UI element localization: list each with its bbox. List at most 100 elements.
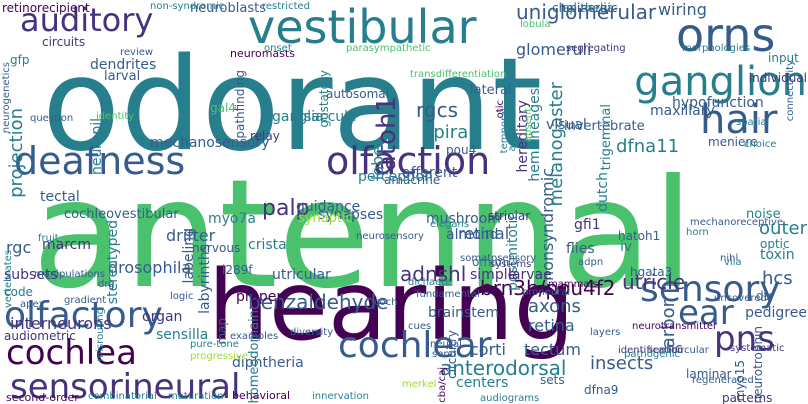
cloud-word: layers bbox=[590, 327, 621, 338]
cloud-word: relay bbox=[250, 129, 280, 143]
cloud-word: combinatorial bbox=[88, 391, 157, 402]
cloud-word: tectum bbox=[524, 340, 581, 359]
cloud-word: misrouting bbox=[95, 308, 106, 362]
cloud-word: antennal bbox=[32, 148, 694, 322]
cloud-word: visual bbox=[546, 117, 587, 133]
cloud-word: cues bbox=[408, 321, 432, 332]
cloud-word: neuropil bbox=[89, 118, 105, 176]
cloud-word: melanogaster bbox=[546, 82, 567, 207]
cloud-word: myo7a bbox=[208, 211, 256, 227]
cloud-word: amacrine bbox=[384, 173, 441, 187]
cloud-word: review bbox=[120, 47, 154, 58]
cloud-word: retinal bbox=[458, 224, 510, 243]
cloud-word: gradient bbox=[64, 295, 107, 306]
cloud-word: cba/caj bbox=[437, 367, 448, 403]
cloud-word: synapses bbox=[318, 207, 384, 223]
cloud-word: subsets bbox=[4, 267, 58, 283]
cloud-word: semicircular bbox=[648, 345, 709, 356]
cloud-word: benzaldehyde bbox=[248, 290, 389, 314]
cloud-word: pathfinding bbox=[233, 70, 247, 139]
cloud-word: cochleovestibular bbox=[64, 207, 179, 222]
cloud-word: flies bbox=[566, 241, 595, 257]
cloud-word: toxin bbox=[760, 247, 795, 263]
cloud-word: larval bbox=[104, 69, 141, 84]
cloud-word: l289f bbox=[222, 263, 253, 277]
cloud-word: choice bbox=[744, 139, 777, 150]
cloud-word: guidance bbox=[296, 199, 361, 215]
cloud-word: dutch bbox=[595, 172, 611, 212]
cloud-word: pou4 bbox=[446, 143, 477, 157]
cloud-word: hypofunction bbox=[672, 95, 764, 111]
cloud-word: noise bbox=[746, 207, 781, 222]
cloud-word: perception bbox=[358, 169, 433, 185]
cloud-word: innervation bbox=[312, 391, 369, 402]
cloud-word: sensorineural bbox=[10, 367, 241, 404]
cloud-word: striolar bbox=[488, 209, 531, 223]
cloud-word: glomeruli bbox=[516, 40, 592, 59]
cloud-word: lobula bbox=[520, 19, 551, 30]
cloud-word: insects bbox=[590, 353, 654, 374]
cloud-word: iv bbox=[620, 239, 633, 255]
cloud-word: auditory bbox=[20, 1, 154, 39]
cloud-word: pure-tone bbox=[190, 339, 239, 350]
cloud-word: pns bbox=[714, 319, 775, 359]
cloud-word: synaptic bbox=[298, 211, 353, 226]
cloud-word: sets bbox=[540, 373, 565, 387]
cloud-word: epithelia bbox=[562, 1, 615, 15]
cloud-word: systematic bbox=[730, 343, 785, 354]
cloud-word: hair bbox=[700, 97, 778, 143]
cloud-word: neural bbox=[430, 339, 462, 350]
cloud-word: examples bbox=[230, 331, 279, 342]
cloud-word: drosophila bbox=[108, 258, 192, 277]
cloud-word: segregating bbox=[566, 43, 626, 54]
cloud-word: onset bbox=[264, 43, 292, 54]
cloud-word: dfna11 bbox=[616, 136, 680, 157]
cloud-word: deafness bbox=[14, 139, 186, 183]
cloud-word: hcs bbox=[762, 268, 793, 289]
cloud-word: regenerated bbox=[692, 375, 754, 386]
cloud-word: code bbox=[4, 285, 33, 299]
cloud-word: saccule bbox=[304, 109, 357, 125]
cloud-word: meniere bbox=[708, 135, 758, 149]
cloud-word: sensory bbox=[640, 269, 781, 310]
cloud-word: neuroblasts bbox=[190, 1, 266, 16]
cloud-word: utricle bbox=[622, 270, 686, 294]
cloud-word: fundamental bbox=[416, 289, 480, 300]
cloud-word: laminar bbox=[686, 367, 732, 381]
cloud-word: individual bbox=[748, 71, 807, 85]
cloud-word: morphologies bbox=[682, 43, 751, 54]
cloud-word: almond bbox=[446, 227, 499, 243]
cloud-word: autosomal bbox=[326, 87, 389, 101]
cloud-word: hgata3 bbox=[630, 265, 673, 279]
cloud-word: audiometric bbox=[4, 329, 76, 343]
cloud-word: ear bbox=[678, 293, 734, 333]
cloud-word: utricular bbox=[272, 267, 331, 283]
cloud-word: neurotransmitter bbox=[632, 321, 718, 332]
cloud-word: brn3b/pou4f2 bbox=[480, 276, 616, 300]
cloud-word: larvae bbox=[508, 267, 552, 283]
cloud-word: adnshl bbox=[400, 262, 467, 286]
cloud-word: gfi1 bbox=[574, 217, 601, 233]
cloud-word: odorant bbox=[42, 31, 543, 180]
cloud-word: rgc bbox=[6, 238, 32, 257]
cloud-word: uncovered bbox=[714, 293, 767, 304]
cloud-word: gal4 bbox=[210, 101, 236, 115]
cloud-word: proper bbox=[236, 289, 283, 305]
cloud-word: mechanoreceptive bbox=[690, 217, 784, 228]
cloud-word: mechanosensory bbox=[150, 135, 270, 151]
cloud-word: simple bbox=[470, 267, 517, 283]
cloud-word: brainstem bbox=[428, 305, 500, 321]
cloud-word: olfactory bbox=[4, 295, 163, 336]
cloud-word: audiograms bbox=[480, 393, 540, 404]
cloud-word: temporal bbox=[499, 108, 510, 154]
cloud-word: somatosensory bbox=[460, 253, 537, 264]
cloud-word: crista bbox=[248, 237, 287, 253]
cloud-word: wiring bbox=[658, 0, 707, 19]
cloud-word: pedigree bbox=[745, 305, 807, 321]
cloud-word: hearing bbox=[208, 250, 575, 362]
cloud-word: optic bbox=[760, 237, 790, 251]
cloud-word: trigeminal bbox=[599, 104, 614, 171]
cloud-word: hatoh1 bbox=[618, 229, 661, 243]
cloud-word: adpn bbox=[578, 257, 604, 268]
